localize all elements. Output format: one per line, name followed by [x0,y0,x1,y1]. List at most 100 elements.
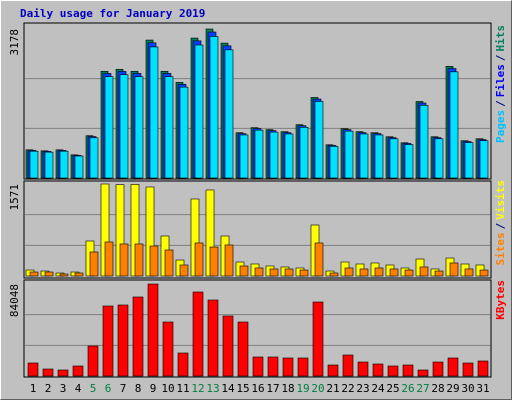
bar [29,271,39,277]
bar [102,305,114,377]
bar [479,269,489,277]
x-tick-label: 14 [221,382,235,395]
bar [194,44,204,179]
bar [149,46,159,179]
bar [74,155,84,179]
legend-separator: / [494,222,507,229]
bar [239,265,249,277]
y-tick-label: 1571 [8,184,21,211]
bar [252,356,264,377]
x-tick-label: 18 [281,382,294,395]
x-tick-label: 28 [431,382,444,395]
bar [299,269,309,277]
bar [149,245,159,277]
legend-separator: / [494,54,507,61]
legend-entry: KBytes [494,280,507,320]
bar [132,296,144,377]
x-tick-label: 21 [326,382,339,395]
legend: KBytes [494,280,507,320]
bar [434,270,444,277]
bar [192,291,204,377]
bar [72,365,84,377]
bar [42,368,54,377]
bar [389,138,399,179]
bar [374,267,384,277]
legend-separator: / [494,100,507,107]
legend-entry: Files [494,64,507,97]
x-tick-label: 2 [45,382,52,395]
bar [254,267,264,277]
bar [282,357,294,377]
x-tick-label: 7 [120,382,127,395]
bar [59,273,69,277]
bar [329,272,339,277]
bar [179,86,189,179]
bar [449,262,459,277]
x-tick-label: 6 [105,382,112,395]
bar [314,101,324,179]
bar [104,76,114,179]
bar [329,146,339,179]
legend-entry: Hits [494,25,507,52]
x-tick-label: 10 [161,382,174,395]
legend-entry: Sites [494,232,507,265]
x-tick-label: 13 [206,382,219,395]
bar [237,321,249,377]
x-tick-label: 26 [401,382,414,395]
bar [297,357,309,377]
x-tick-label: 16 [251,382,264,395]
bar [402,364,414,377]
bar [104,241,114,277]
bar [117,304,129,377]
bar [89,251,99,277]
x-tick-label: 4 [75,382,82,395]
x-tick-label: 17 [266,382,279,395]
bar [464,268,474,277]
bar [224,244,234,277]
y-tick-label: 3178 [8,29,21,56]
bar [404,269,414,277]
bar [89,137,99,179]
bar [162,321,174,377]
bar [434,138,444,179]
bar [239,134,249,179]
bar [327,364,339,377]
bar [344,267,354,277]
bar [404,144,414,179]
x-tick-label: 8 [135,382,142,395]
bar [207,299,219,377]
legend: Sites / Visits [494,180,507,266]
bar [432,361,444,377]
bar [477,360,489,377]
bar [374,134,384,179]
x-tick-label: 22 [341,382,354,395]
x-tick-label: 15 [236,382,249,395]
bar [134,76,144,179]
bar [27,362,39,377]
bar [269,268,279,277]
bar [224,49,234,179]
bar [357,361,369,377]
bar [209,36,219,179]
bar [342,354,354,377]
bar [59,150,69,179]
legend-entry: Visits [494,180,507,220]
bar [177,352,189,377]
x-tick-label: 27 [416,382,429,395]
x-tick-label: 20 [311,382,324,395]
bar [134,243,144,277]
legend: Pages / Files / Hits [494,25,507,143]
bar [389,268,399,277]
bar [119,243,129,277]
x-tick-label: 9 [150,382,157,395]
bar [314,242,324,277]
bar [267,356,279,377]
x-tick-label: 23 [356,382,369,395]
chart-title: Daily usage for January 2019 [20,7,205,20]
bar [299,127,309,179]
bar [269,131,279,179]
bar [164,249,174,277]
x-tick-label: 5 [90,382,97,395]
